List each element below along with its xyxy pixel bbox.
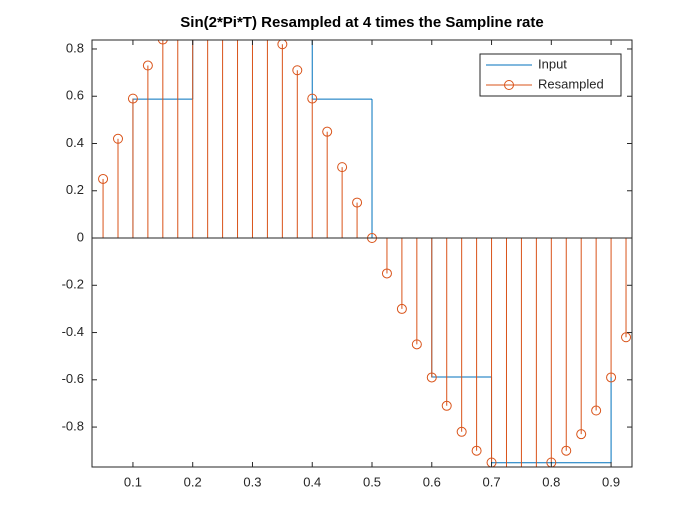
stem-marker (157, 40, 168, 45)
stem-marker (591, 405, 602, 416)
x-tick-label: 0.3 (243, 474, 261, 489)
stem-marker (621, 332, 632, 343)
stem-marker (471, 445, 482, 456)
stem-marker (277, 40, 288, 50)
stem-marker (142, 60, 153, 71)
x-tick-label: 0.1 (124, 474, 142, 489)
x-tick-label: 0.6 (423, 474, 441, 489)
legend-label: Resampled (538, 76, 604, 91)
y-tick-label: 0.6 (66, 88, 84, 103)
y-tick-label: 0.2 (66, 182, 84, 197)
chart-title: Sin(2*Pi*T) Resampled at 4 times the Sam… (180, 14, 543, 31)
stem-marker (426, 372, 437, 383)
x-tick-label: 0.7 (483, 474, 501, 489)
y-tick-label: -0.6 (62, 371, 84, 386)
x-tick-label: 0.4 (303, 474, 321, 489)
stem-marker (486, 457, 497, 467)
y-tick-label: 0.8 (66, 40, 84, 55)
stem-marker (322, 126, 333, 137)
legend-box (479, 53, 622, 97)
stem-marker (396, 303, 407, 314)
stem-marker (337, 162, 348, 173)
stem-marker (112, 133, 123, 144)
y-tick-label: 0.4 (66, 135, 84, 150)
stem-marker (127, 93, 138, 104)
x-tick-label: 0.2 (184, 474, 202, 489)
stem-marker (381, 268, 392, 279)
stem-marker (456, 426, 467, 437)
stem-marker (441, 400, 452, 411)
x-tick-label: 0.9 (602, 474, 620, 489)
stem-marker (307, 93, 318, 104)
legend-label: Input (538, 56, 567, 71)
stem-marker (292, 65, 303, 76)
stem-marker (411, 339, 422, 350)
stem-marker (546, 457, 557, 467)
stem-marker (606, 372, 617, 383)
y-tick-label: 0 (77, 229, 84, 244)
axes-box (91, 39, 633, 468)
stem-marker (352, 197, 363, 208)
stem-marker (576, 429, 587, 440)
y-tick-label: -0.8 (62, 419, 84, 434)
y-tick-label: -0.4 (62, 324, 84, 339)
x-tick-label: 0.5 (363, 474, 381, 489)
stem-marker (561, 445, 572, 456)
x-tick-label: 0.8 (542, 474, 560, 489)
legend-marker (504, 80, 514, 90)
stem-marker (98, 173, 109, 184)
y-tick-label: -0.2 (62, 277, 84, 292)
